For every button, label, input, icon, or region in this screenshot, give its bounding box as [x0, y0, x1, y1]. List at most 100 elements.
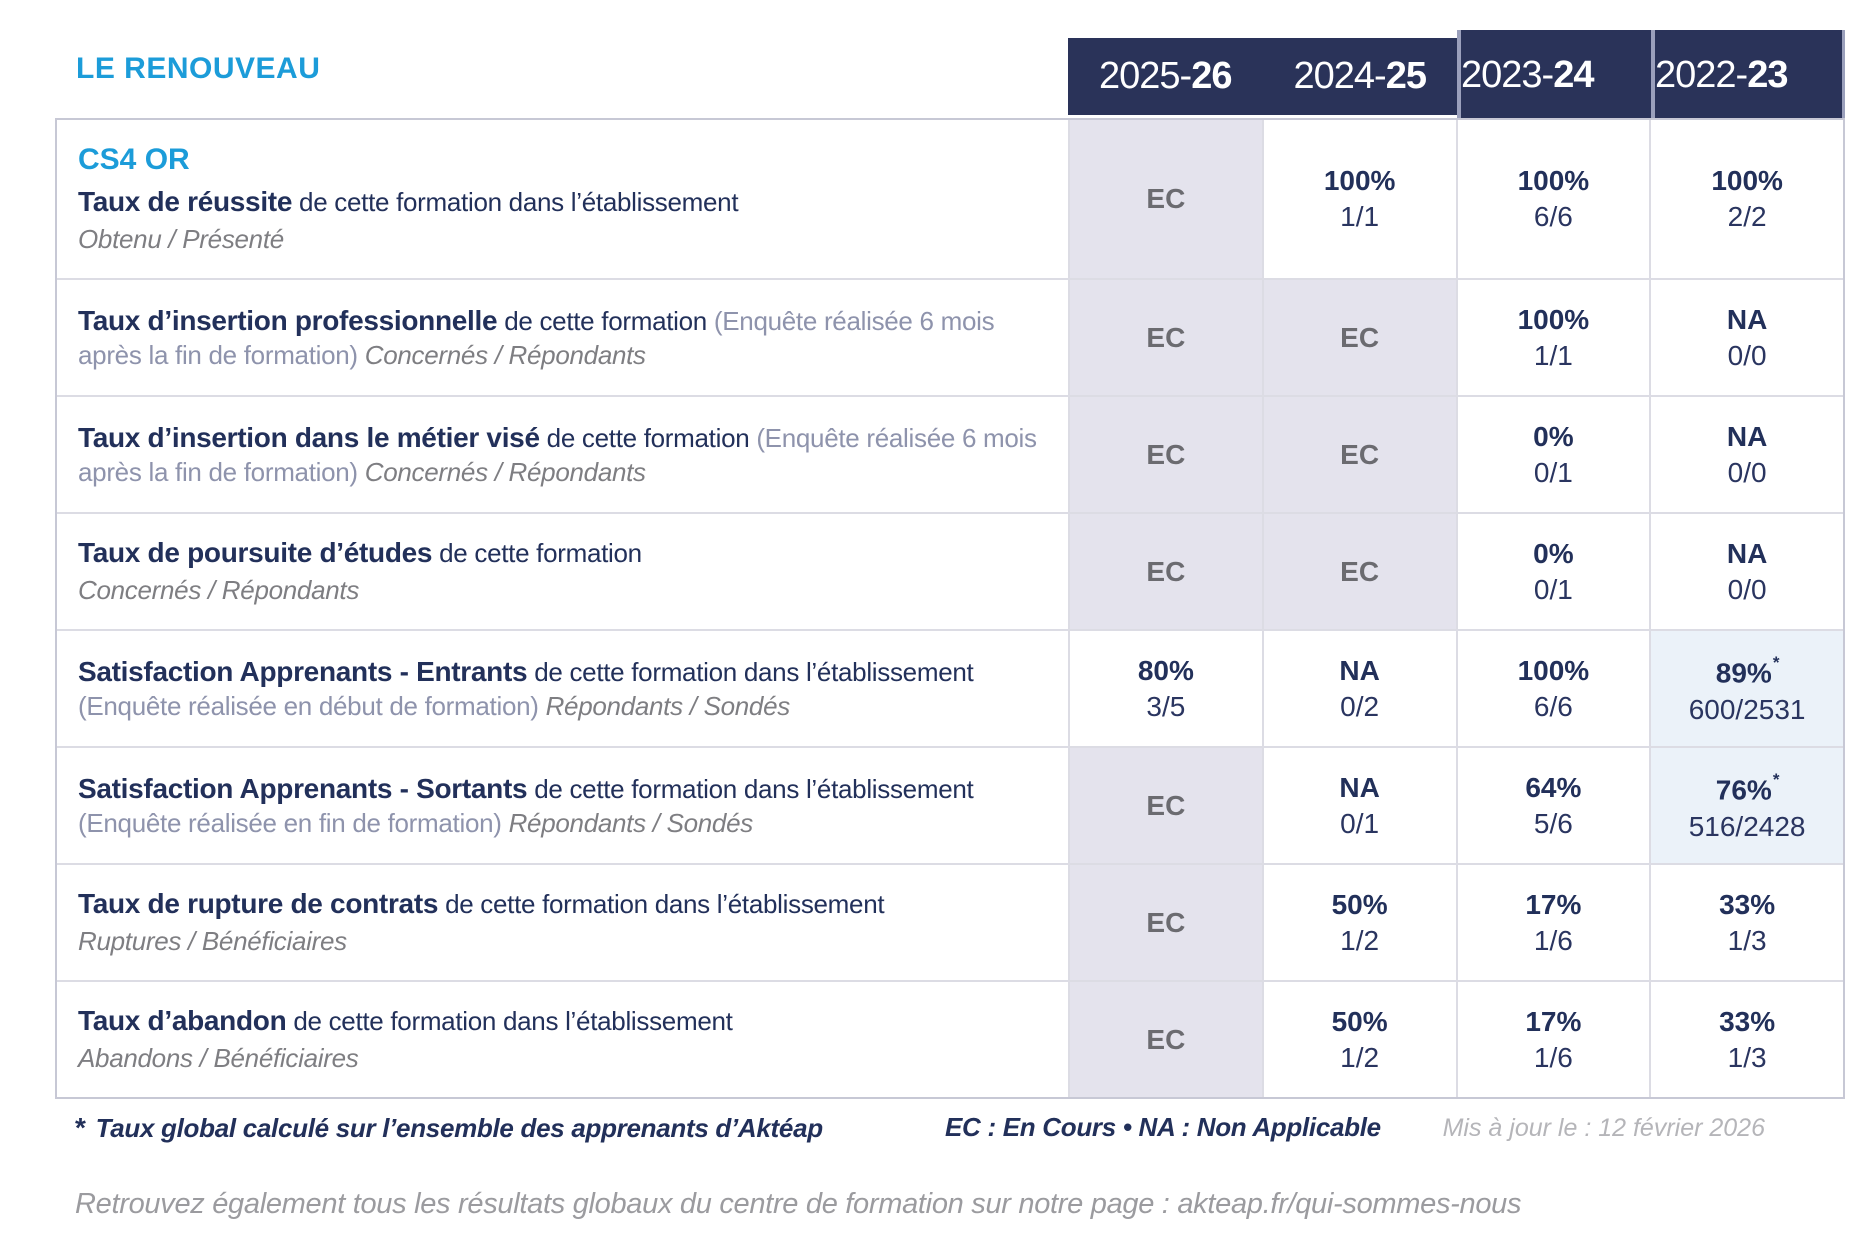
row-title: Taux de rupture de contrats [78, 888, 439, 919]
global-rate-footnote: * Taux global calculé sur l’ensemble des … [75, 1112, 823, 1144]
year-header-2024-25: 2024- 25 [1263, 38, 1458, 115]
cell-main-value: EC [1146, 906, 1185, 940]
abbreviations-legend: EC : En Cours • NA : Non Applicable [945, 1112, 1381, 1142]
value-cell: EC [1068, 748, 1262, 863]
row-survey-note: (Enquête réalisée 6 mois après la fin de… [78, 305, 995, 370]
cell-main-value: EC [1146, 321, 1185, 355]
row-survey-note: (Enquête réalisée en début de formation) [78, 690, 539, 721]
cell-main-text: 100% [1323, 165, 1396, 196]
cell-main-value: 76%* [1716, 767, 1780, 807]
cell-fraction: 600/2531 [1688, 693, 1806, 725]
row-title: Taux de poursuite d’études [78, 537, 433, 568]
row-ratio-note: Concernés / Répondants [364, 339, 646, 370]
cell-main-value: 17% [1525, 1005, 1581, 1039]
cell-main-text: EC [1340, 555, 1380, 587]
cell-fraction: 0/1 [1533, 573, 1573, 605]
cell-main-value: 33% [1719, 1005, 1775, 1039]
global-rate-asterisk: * [1772, 653, 1780, 673]
row-survey-note: (Enquête réalisée en fin de formation) [78, 807, 502, 838]
cell-main-text: EC [1340, 321, 1380, 353]
table-row: Satisfaction Apprenants - Sortants de ce… [57, 746, 1843, 863]
row-ratio-note: Concernés / Répondants [364, 456, 646, 487]
value-cell: NA 0/1 [1261, 748, 1456, 863]
cell-main-value: 100% [1324, 164, 1396, 198]
year-suffix: 26 [1191, 55, 1232, 97]
row-ratio-note: Obtenu / Présenté [78, 223, 284, 254]
value-cell: EC [1261, 280, 1456, 395]
cell-fraction: 0/1 [1533, 456, 1573, 488]
row-description: de cette formation [504, 305, 707, 336]
table-row: Taux de rupture de contrats de cette for… [57, 863, 1843, 980]
value-cell: 50% 1/2 [1261, 865, 1456, 980]
value-cell: NA 0/0 [1649, 514, 1843, 629]
table-row: Taux d’insertion dans le métier visé de … [57, 395, 1843, 512]
value-cell: 100% 1/1 [1261, 120, 1456, 278]
value-cell: EC [1068, 397, 1262, 512]
value-cell: 17% 1/6 [1455, 865, 1650, 980]
cell-main-text: 100% [1517, 654, 1590, 686]
establishment-name: LE RENOUVEAU [76, 52, 321, 85]
row-title-line: Taux de poursuite d’études de cette form… [78, 536, 1038, 570]
value-cell: EC [1068, 982, 1262, 1097]
value-cell: NA 0/2 [1261, 631, 1456, 746]
cell-main-text: 0% [1533, 420, 1574, 452]
value-cell: 50% 1/2 [1261, 982, 1456, 1097]
row-title-line: Taux d’insertion professionnelle de cett… [78, 304, 1038, 372]
table-row: Satisfaction Apprenants - Entrants de ce… [57, 629, 1843, 746]
value-cell: 89%* 600/2531 [1649, 631, 1843, 746]
cell-fraction: 1/1 [1340, 201, 1380, 232]
row-ratio-note: Répondants / Sondés [508, 807, 754, 838]
cell-main-text: 64% [1525, 771, 1582, 803]
cell-main-text: 33% [1719, 1005, 1776, 1037]
row-label: Taux d’insertion dans le métier visé de … [57, 397, 1068, 512]
value-cell: 17% 1/6 [1455, 982, 1650, 1097]
cell-main-value: 17% [1525, 888, 1581, 922]
cell-main-value: EC [1146, 789, 1185, 823]
value-cell: EC [1068, 280, 1262, 395]
row-title-line: Satisfaction Apprenants - Entrants de ce… [78, 655, 1038, 723]
results-table: CS4 OR Taux de réussite de cette formatio… [55, 118, 1845, 1099]
cell-fraction: 1/6 [1533, 1041, 1573, 1073]
cell-main-value: NA [1339, 654, 1379, 688]
cell-main-text: EC [1146, 321, 1186, 353]
row-title-line: Taux d’insertion dans le métier visé de … [78, 421, 1038, 489]
cell-main-text: EC [1146, 906, 1186, 938]
year-header-group: 2025- 26 2024- 25 [1068, 38, 1457, 115]
cell-main-text: 100% [1517, 165, 1590, 196]
cell-main-text: 50% [1331, 888, 1388, 920]
row-description: de cette formation dans l’établissement [299, 186, 739, 217]
row-ratio-note: Ruptures / Bénéficiaires [78, 926, 347, 956]
cell-main-text: 17% [1525, 1005, 1582, 1037]
cell-main-value: EC [1340, 321, 1379, 355]
cell-fraction: 1/1 [1533, 339, 1573, 371]
year-prefix: 2024- [1293, 55, 1387, 97]
cell-fraction: 0/1 [1340, 807, 1380, 839]
row-title-line: Satisfaction Apprenants - Sortants de ce… [78, 772, 1038, 840]
row-label: Taux de poursuite d’études de cette form… [57, 514, 1068, 629]
row-ratio-note: Abandons / Bénéficiaires [78, 1043, 359, 1073]
cell-main-text: 100% [1517, 303, 1590, 335]
row-ratio-note: Répondants / Sondés [545, 690, 791, 721]
global-rate-asterisk: * [1772, 770, 1780, 790]
cell-main-text: 100% [1711, 165, 1783, 196]
row-description: de cette formation dans l’établissement [534, 656, 974, 687]
cell-fraction: 6/6 [1533, 201, 1573, 232]
cell-main-value: 100% [1711, 164, 1783, 198]
row-description: de cette formation dans l’établissement [534, 773, 974, 804]
cell-fraction: 1/3 [1727, 1041, 1767, 1073]
row-title-line: Taux de réussite de cette formation dans… [78, 185, 1038, 219]
cell-main-value: EC [1146, 1023, 1185, 1057]
value-cell: 100% 6/6 [1455, 631, 1650, 746]
cell-main-value: 100% [1518, 654, 1590, 688]
value-cell: 100% 6/6 [1455, 120, 1650, 278]
row-title: Satisfaction Apprenants - Sortants [78, 772, 528, 804]
cell-main-value: NA [1727, 537, 1767, 571]
row-title: Taux de réussite [78, 185, 293, 217]
value-cell: 80% 3/5 [1068, 631, 1262, 746]
cell-main-value: 80% [1138, 654, 1194, 688]
cell-main-text: NA [1726, 537, 1768, 569]
cell-fraction: 6/6 [1533, 690, 1573, 722]
value-cell: NA 0/0 [1649, 397, 1843, 512]
cell-fraction: 516/2428 [1688, 810, 1806, 842]
